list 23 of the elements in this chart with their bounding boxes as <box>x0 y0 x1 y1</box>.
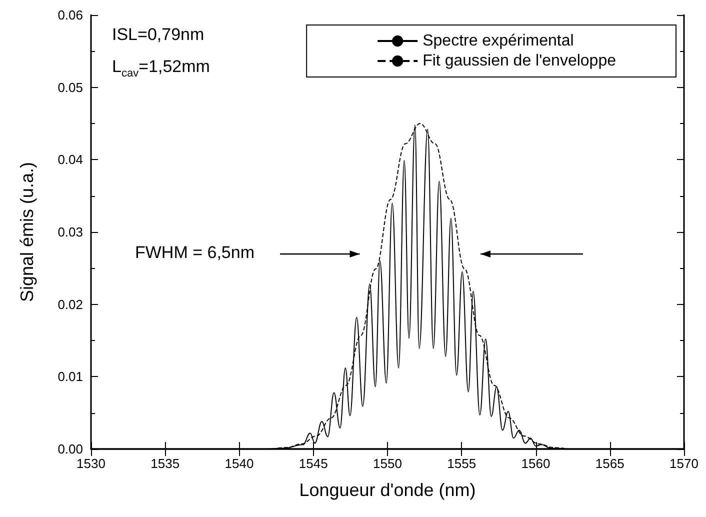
x-axis-title: Longueur d'onde (nm) <box>299 480 476 500</box>
legend-label: Fit gaussien de l'enveloppe <box>422 52 616 70</box>
annotation: L$_{cav}$=1,52mm <box>112 57 210 80</box>
legend-label: Spectre expérimental <box>422 32 574 50</box>
y-tick-label: 0.01 <box>58 369 83 384</box>
y-tick-label: 0.06 <box>58 8 83 22</box>
y-tick-label: 0.04 <box>58 152 83 168</box>
annotation: ISL=0,79nm <box>112 25 204 45</box>
y-axis-title: Signal émis (u.a.) <box>17 162 37 302</box>
x-tick-label: 1560 <box>521 456 550 471</box>
x-tick-label: 1530 <box>76 456 106 471</box>
x-tick-label: 1550 <box>373 456 402 471</box>
y-tick-label: 0.05 <box>58 80 83 95</box>
y-tick-label: 0.03 <box>58 224 83 240</box>
y-tick-label: 0.00 <box>58 442 83 456</box>
x-tick-label: 1565 <box>595 456 624 471</box>
annotation: FWHM = 6,5nm <box>135 243 254 263</box>
x-tick-label: 1570 <box>670 456 698 471</box>
x-tick-label: 1555 <box>447 456 476 471</box>
x-tick-label: 1545 <box>298 456 328 471</box>
x-tick-label: 1535 <box>150 456 180 471</box>
y-tick-label: 0.02 <box>58 296 83 312</box>
x-tick-label: 1540 <box>224 456 254 471</box>
